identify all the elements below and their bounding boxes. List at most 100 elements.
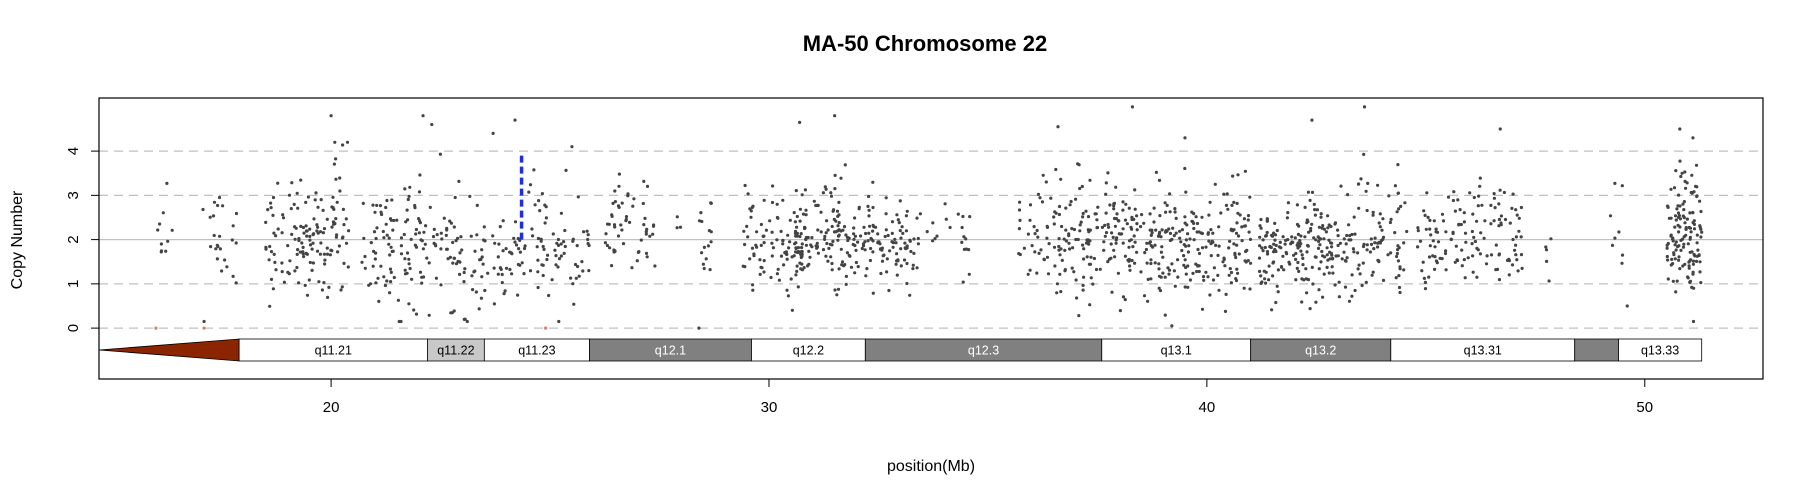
data-point — [869, 236, 873, 241]
data-point — [1303, 205, 1307, 209]
data-point — [445, 228, 449, 232]
data-point — [1691, 272, 1695, 276]
data-point — [571, 282, 575, 286]
data-point — [547, 293, 551, 298]
data-point — [587, 269, 591, 273]
data-point — [1369, 242, 1374, 246]
data-point — [557, 257, 562, 261]
data-point — [1677, 230, 1681, 234]
data-point — [332, 222, 336, 226]
data-point — [798, 234, 802, 239]
data-point — [1102, 240, 1106, 244]
data-point — [1699, 227, 1703, 231]
data-point — [1515, 258, 1519, 262]
data-point — [1147, 241, 1151, 245]
data-point — [1192, 226, 1196, 231]
data-point — [1267, 264, 1271, 268]
data-point — [299, 224, 303, 228]
data-point — [823, 237, 827, 241]
data-point — [859, 234, 863, 238]
data-point — [795, 231, 800, 235]
data-point — [908, 293, 912, 297]
data-point — [874, 225, 878, 229]
data-point — [304, 200, 308, 204]
data-point — [1125, 222, 1129, 226]
data-point — [326, 295, 330, 299]
data-point — [1433, 267, 1437, 271]
data-point — [371, 203, 375, 207]
data-point — [1397, 274, 1401, 278]
data-point — [840, 263, 844, 267]
data-point — [325, 252, 330, 256]
data-point — [894, 262, 898, 266]
data-point — [1438, 256, 1442, 260]
data-point — [1057, 244, 1061, 249]
data-point — [1395, 210, 1399, 214]
data-point — [1315, 208, 1319, 212]
data-point — [1178, 236, 1182, 240]
data-point — [363, 254, 367, 259]
data-point — [1040, 200, 1045, 204]
data-point — [1376, 183, 1380, 187]
data-point — [897, 221, 901, 225]
data-point — [473, 249, 477, 253]
data-point — [707, 229, 712, 233]
data-point — [234, 281, 238, 285]
data-point — [1152, 220, 1156, 224]
data-point — [391, 249, 395, 253]
data-point — [1665, 243, 1669, 247]
data-point — [1174, 231, 1178, 235]
data-point — [422, 230, 426, 234]
data-point — [1296, 232, 1300, 236]
data-point — [1130, 105, 1135, 109]
data-point — [1330, 265, 1334, 269]
data-point — [832, 208, 836, 212]
data-point — [271, 287, 275, 291]
data-point — [581, 269, 585, 273]
data-point — [912, 251, 916, 255]
data-point — [785, 288, 789, 292]
data-point — [281, 213, 285, 217]
data-point — [1274, 300, 1278, 305]
data-point — [1159, 275, 1163, 279]
data-point — [158, 222, 162, 226]
data-point — [1074, 237, 1078, 242]
data-point — [1444, 268, 1448, 272]
data-point — [1281, 254, 1285, 258]
data-point — [1168, 210, 1172, 214]
data-point — [1338, 241, 1342, 245]
data-point — [1150, 231, 1154, 235]
data-point — [1081, 283, 1085, 287]
data-point — [1365, 248, 1369, 252]
data-point — [387, 236, 391, 240]
data-point — [413, 243, 417, 247]
data-point — [1110, 231, 1114, 235]
data-point — [217, 195, 222, 200]
data-point — [456, 236, 460, 240]
data-point — [1028, 268, 1032, 272]
data-point — [1685, 181, 1689, 185]
data-point — [1261, 249, 1265, 253]
data-point — [439, 247, 443, 251]
data-point — [1337, 280, 1341, 284]
data-point — [453, 195, 457, 200]
data-point — [759, 243, 763, 247]
data-point — [1217, 225, 1221, 229]
data-point — [1068, 203, 1072, 207]
data-point — [448, 219, 452, 223]
data-point — [1088, 178, 1092, 182]
data-point — [1081, 288, 1085, 292]
data-point — [1170, 324, 1174, 328]
data-point — [1497, 217, 1501, 222]
data-point — [1393, 231, 1397, 235]
data-point — [1613, 236, 1617, 240]
data-point — [1692, 190, 1696, 194]
data-point — [1202, 278, 1206, 282]
data-point — [1192, 238, 1196, 242]
data-point — [1342, 250, 1346, 254]
data-point — [960, 240, 964, 244]
data-point — [675, 226, 679, 230]
data-point — [542, 247, 546, 251]
data-point — [562, 251, 566, 255]
data-point — [1226, 207, 1230, 211]
